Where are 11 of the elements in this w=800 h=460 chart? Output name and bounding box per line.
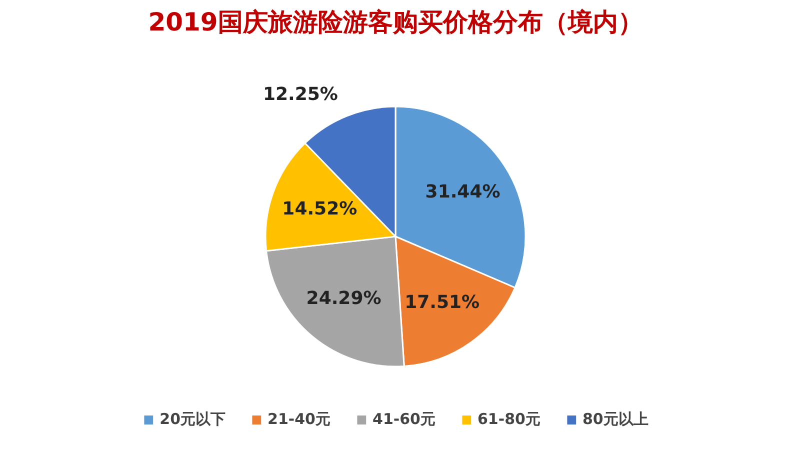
chart-title: 2019国庆旅游险游客购买价格分布（境内）: [148, 8, 643, 36]
legend-label: 41-60元: [372, 410, 436, 429]
legend-label: 20元以下: [160, 410, 226, 429]
legend-label: 80元以上: [582, 410, 648, 429]
data-label: 24.29%: [306, 288, 382, 309]
data-label: 17.51%: [404, 292, 480, 313]
data-label: 12.25%: [262, 84, 338, 105]
data-label: 14.52%: [282, 198, 358, 220]
data-label: 31.44%: [425, 182, 500, 203]
legend-label: 61-80元: [477, 410, 540, 429]
legend-label: 21-40元: [268, 410, 331, 429]
